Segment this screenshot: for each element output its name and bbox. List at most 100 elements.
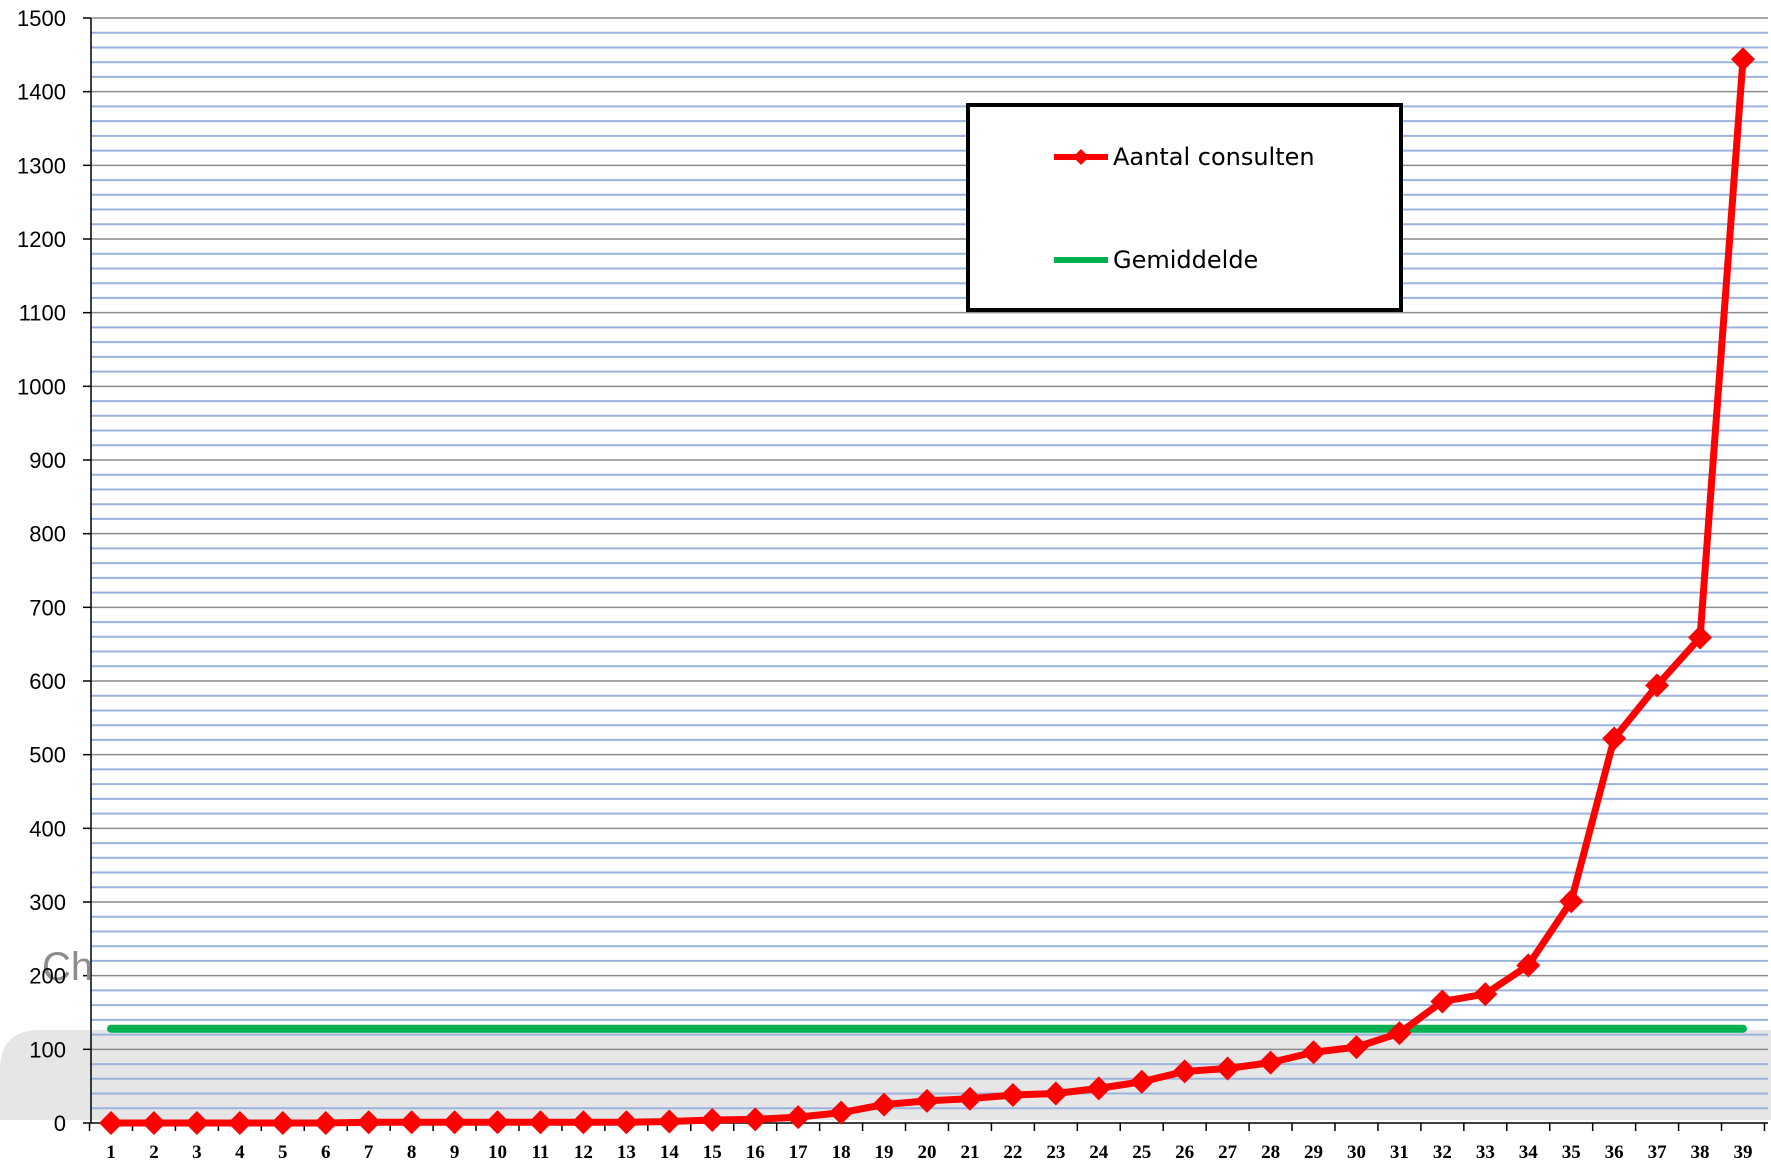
y-tick-label: 1500: [17, 6, 66, 31]
x-tick-label: 31: [1390, 1142, 1409, 1163]
y-tick-label: 1000: [17, 374, 66, 399]
x-tick-label: 37: [1648, 1142, 1668, 1163]
legend-label-gemiddelde: Gemiddelde: [1113, 246, 1258, 274]
legend-box: [966, 103, 1403, 312]
data-point: [1344, 1035, 1369, 1060]
data-point: [270, 1111, 295, 1135]
y-tick-label: 600: [29, 669, 66, 694]
data-point: [1043, 1081, 1068, 1106]
x-tick-label: 33: [1476, 1142, 1495, 1163]
x-tick-label: 15: [703, 1142, 722, 1163]
data-point: [442, 1110, 467, 1135]
data-point: [356, 1110, 381, 1135]
x-tick-label: 9: [450, 1142, 460, 1163]
x-tick-label: 38: [1691, 1142, 1710, 1163]
data-point: [184, 1111, 209, 1135]
x-tick-label: 25: [1132, 1142, 1151, 1163]
data-point: [743, 1107, 768, 1132]
data-point: [399, 1110, 424, 1135]
data-point: [1301, 1040, 1326, 1065]
series: [99, 47, 1755, 1135]
y-tick-label: 700: [29, 595, 66, 620]
data-point: [1516, 953, 1541, 978]
y-tick-label: 1200: [17, 227, 66, 252]
x-tick-label: 26: [1175, 1142, 1194, 1163]
x-tick-label: 30: [1347, 1142, 1366, 1163]
x-tick-label: 11: [531, 1142, 549, 1163]
x-tick-label: 2: [149, 1142, 159, 1163]
data-point: [1688, 625, 1713, 650]
x-tick-label: 19: [875, 1142, 894, 1163]
y-tick-label: 100: [29, 1037, 66, 1062]
data-point: [485, 1110, 510, 1135]
x-tick-label: 20: [918, 1142, 937, 1163]
data-point: [1215, 1056, 1240, 1081]
x-tick-label: 12: [574, 1142, 593, 1163]
legend-label-aantal-consulten: Aantal consulten: [1113, 143, 1315, 171]
partial-text: Ch: [42, 945, 93, 989]
y-tick-label: 800: [29, 522, 66, 547]
data-point: [1172, 1059, 1197, 1084]
axes: [83, 17, 1768, 1131]
data-point: [1000, 1083, 1025, 1108]
gridlines: [91, 17, 1768, 1110]
data-point: [1731, 47, 1755, 72]
x-tick-label: 5: [278, 1142, 288, 1163]
data-point: [700, 1108, 725, 1133]
y-tick-label: 200: [29, 964, 66, 989]
data-point: [528, 1110, 553, 1135]
data-point: [1086, 1076, 1111, 1101]
legend: Aantal consulten Gemiddelde: [966, 103, 1403, 312]
data-point: [915, 1088, 939, 1113]
data-point: [1645, 673, 1670, 698]
x-tick-label: 35: [1562, 1142, 1581, 1163]
series-aantal-consulten: [99, 47, 1755, 1135]
x-tick-label: 32: [1433, 1142, 1452, 1163]
data-point: [872, 1092, 897, 1117]
x-tick-label: 24: [1089, 1142, 1109, 1163]
x-tick-label: 14: [660, 1142, 680, 1163]
data-point: [141, 1111, 166, 1135]
data-point: [1387, 1021, 1412, 1046]
x-tick-label: 4: [235, 1142, 245, 1163]
x-tick-label: 13: [617, 1142, 636, 1163]
series-line: [107, 55, 1747, 1127]
x-tick-label: 39: [1734, 1142, 1753, 1163]
y-tick-label: 1400: [17, 80, 66, 105]
x-tick-label: 16: [746, 1142, 765, 1163]
data-point: [957, 1086, 982, 1111]
x-tick-label: 21: [960, 1142, 979, 1163]
y-tick-label: 1300: [17, 153, 66, 178]
data-point: [313, 1111, 338, 1135]
x-tick-label: 23: [1046, 1142, 1065, 1163]
y-tick-label: 1100: [19, 301, 66, 326]
data-point: [571, 1110, 596, 1135]
y-axis-tick-labels: 0 100 200 300 400 500 600 700 800 900 1000 1100 1200…: [17, 6, 66, 1136]
data-point: [614, 1110, 639, 1135]
x-tick-label: 7: [364, 1142, 374, 1163]
x-tick-label: 1: [106, 1142, 116, 1163]
y-tick-label: 400: [29, 816, 66, 841]
data-point: [1129, 1069, 1154, 1094]
y-tick-label: 300: [29, 890, 66, 915]
x-tick-label: 18: [832, 1142, 851, 1163]
x-tick-label: 3: [192, 1142, 202, 1163]
x-tick-label: 34: [1519, 1142, 1539, 1163]
x-axis-tick-labels: 1 2 3 4 5 6 7 8 9 10 11 12 13 14 15 16 17 18 19 20 21 22 23 24 2…: [106, 1142, 1752, 1163]
y-tick-label: 0: [54, 1111, 66, 1136]
y-tick-label: 900: [29, 448, 66, 473]
data-point: [99, 1111, 123, 1135]
data-point: [1559, 889, 1584, 914]
data-point: [1602, 726, 1627, 751]
x-tick-label: 10: [488, 1142, 507, 1163]
y-tick-label: 500: [29, 743, 66, 768]
x-tick-label: 27: [1218, 1142, 1238, 1163]
x-tick-label: 36: [1605, 1142, 1624, 1163]
data-point: [829, 1100, 854, 1125]
legend-marker-diamond: [1073, 149, 1089, 165]
x-tick-label: 8: [407, 1142, 417, 1163]
x-tick-label: 17: [789, 1142, 809, 1163]
x-tick-label: 28: [1261, 1142, 1280, 1163]
